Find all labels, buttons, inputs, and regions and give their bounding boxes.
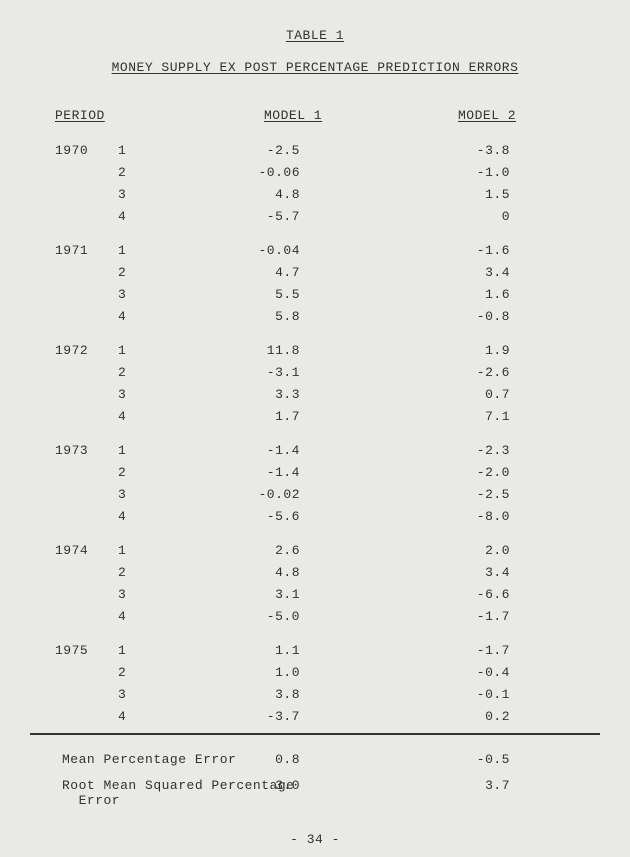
model1-value: -5.0 — [267, 609, 300, 624]
model2-value: -8.0 — [477, 509, 510, 524]
quarter-label: 2 — [118, 465, 126, 480]
model2-value: 7.1 — [485, 409, 510, 424]
model1-value: 3.1 — [275, 587, 300, 602]
model1-value: -5.7 — [267, 209, 300, 224]
quarter-label: 4 — [118, 509, 126, 524]
model1-value: 5.8 — [275, 309, 300, 324]
quarter-label: 1 — [118, 643, 126, 658]
model1-value: -3.1 — [267, 365, 300, 380]
model2-value: -3.8 — [477, 143, 510, 158]
year-label: 1972 — [55, 343, 88, 358]
summary-label: Mean Percentage Error — [62, 752, 236, 767]
header-period: PERIOD — [55, 108, 105, 123]
model2-value: 1.9 — [485, 343, 510, 358]
quarter-label: 3 — [118, 687, 126, 702]
model1-value: 3.8 — [275, 687, 300, 702]
model1-value: 5.5 — [275, 287, 300, 302]
quarter-label: 1 — [118, 443, 126, 458]
model2-value: -0.1 — [477, 687, 510, 702]
model1-value: -1.4 — [267, 443, 300, 458]
quarter-label: 1 — [118, 543, 126, 558]
model2-value: 2.0 — [485, 543, 510, 558]
summary-label: Root Mean Squared Percentage Error — [62, 778, 272, 808]
model1-value: -5.6 — [267, 509, 300, 524]
model2-value: -1.7 — [477, 643, 510, 658]
scanned-page: TABLE 1 MONEY SUPPLY EX POST PERCENTAGE … — [0, 0, 630, 857]
table-subtitle: MONEY SUPPLY EX POST PERCENTAGE PREDICTI… — [0, 60, 630, 75]
model1-value: -2.5 — [267, 143, 300, 158]
model2-value: 1.6 — [485, 287, 510, 302]
quarter-label: 4 — [118, 409, 126, 424]
model2-value: -0.8 — [477, 309, 510, 324]
quarter-label: 2 — [118, 265, 126, 280]
model1-value: -0.04 — [258, 243, 300, 258]
table-title: TABLE 1 — [0, 28, 630, 43]
quarter-label: 1 — [118, 243, 126, 258]
model1-value: 11.8 — [267, 343, 300, 358]
model1-value: -3.7 — [267, 709, 300, 724]
model2-value: -2.5 — [477, 487, 510, 502]
quarter-label: 2 — [118, 565, 126, 580]
model2-value: 3.4 — [485, 265, 510, 280]
summary-model2-value: -0.5 — [477, 752, 510, 767]
header-model-1: MODEL 1 — [264, 108, 322, 123]
quarter-label: 3 — [118, 487, 126, 502]
model1-value: 2.6 — [275, 543, 300, 558]
model1-value: 1.1 — [275, 643, 300, 658]
summary-divider — [30, 733, 600, 735]
model2-value: 0 — [502, 209, 510, 224]
quarter-label: 2 — [118, 665, 126, 680]
summary-model1-value: 0.8 — [275, 752, 300, 767]
model2-value: 0.2 — [485, 709, 510, 724]
model1-value: -0.06 — [258, 165, 300, 180]
year-label: 1973 — [55, 443, 88, 458]
model1-value: 3.3 — [275, 387, 300, 402]
model1-value: -0.02 — [258, 487, 300, 502]
year-label: 1971 — [55, 243, 88, 258]
quarter-label: 1 — [118, 143, 126, 158]
model1-value: 4.8 — [275, 565, 300, 580]
quarter-label: 4 — [118, 209, 126, 224]
quarter-label: 4 — [118, 609, 126, 624]
year-label: 1975 — [55, 643, 88, 658]
model1-value: -1.4 — [267, 465, 300, 480]
model2-value: -2.6 — [477, 365, 510, 380]
model2-value: 0.7 — [485, 387, 510, 402]
model2-value: -6.6 — [477, 587, 510, 602]
quarter-label: 2 — [118, 165, 126, 180]
quarter-label: 3 — [118, 187, 126, 202]
model1-value: 1.0 — [275, 665, 300, 680]
model2-value: -2.3 — [477, 443, 510, 458]
header-model-2: MODEL 2 — [458, 108, 516, 123]
summary-model1-value: 3.0 — [275, 778, 300, 793]
quarter-label: 3 — [118, 387, 126, 402]
model1-value: 1.7 — [275, 409, 300, 424]
model1-value: 4.7 — [275, 265, 300, 280]
quarter-label: 2 — [118, 365, 126, 380]
quarter-label: 4 — [118, 709, 126, 724]
year-label: 1970 — [55, 143, 88, 158]
summary-model2-value: 3.7 — [485, 778, 510, 793]
quarter-label: 3 — [118, 287, 126, 302]
model1-value: 4.8 — [275, 187, 300, 202]
model2-value: -1.7 — [477, 609, 510, 624]
quarter-label: 3 — [118, 587, 126, 602]
model2-value: -1.0 — [477, 165, 510, 180]
year-label: 1974 — [55, 543, 88, 558]
model2-value: 1.5 — [485, 187, 510, 202]
model2-value: -2.0 — [477, 465, 510, 480]
model2-value: -1.6 — [477, 243, 510, 258]
quarter-label: 4 — [118, 309, 126, 324]
quarter-label: 1 — [118, 343, 126, 358]
page-number: - 34 - — [0, 832, 630, 847]
model2-value: 3.4 — [485, 565, 510, 580]
model2-value: -0.4 — [477, 665, 510, 680]
